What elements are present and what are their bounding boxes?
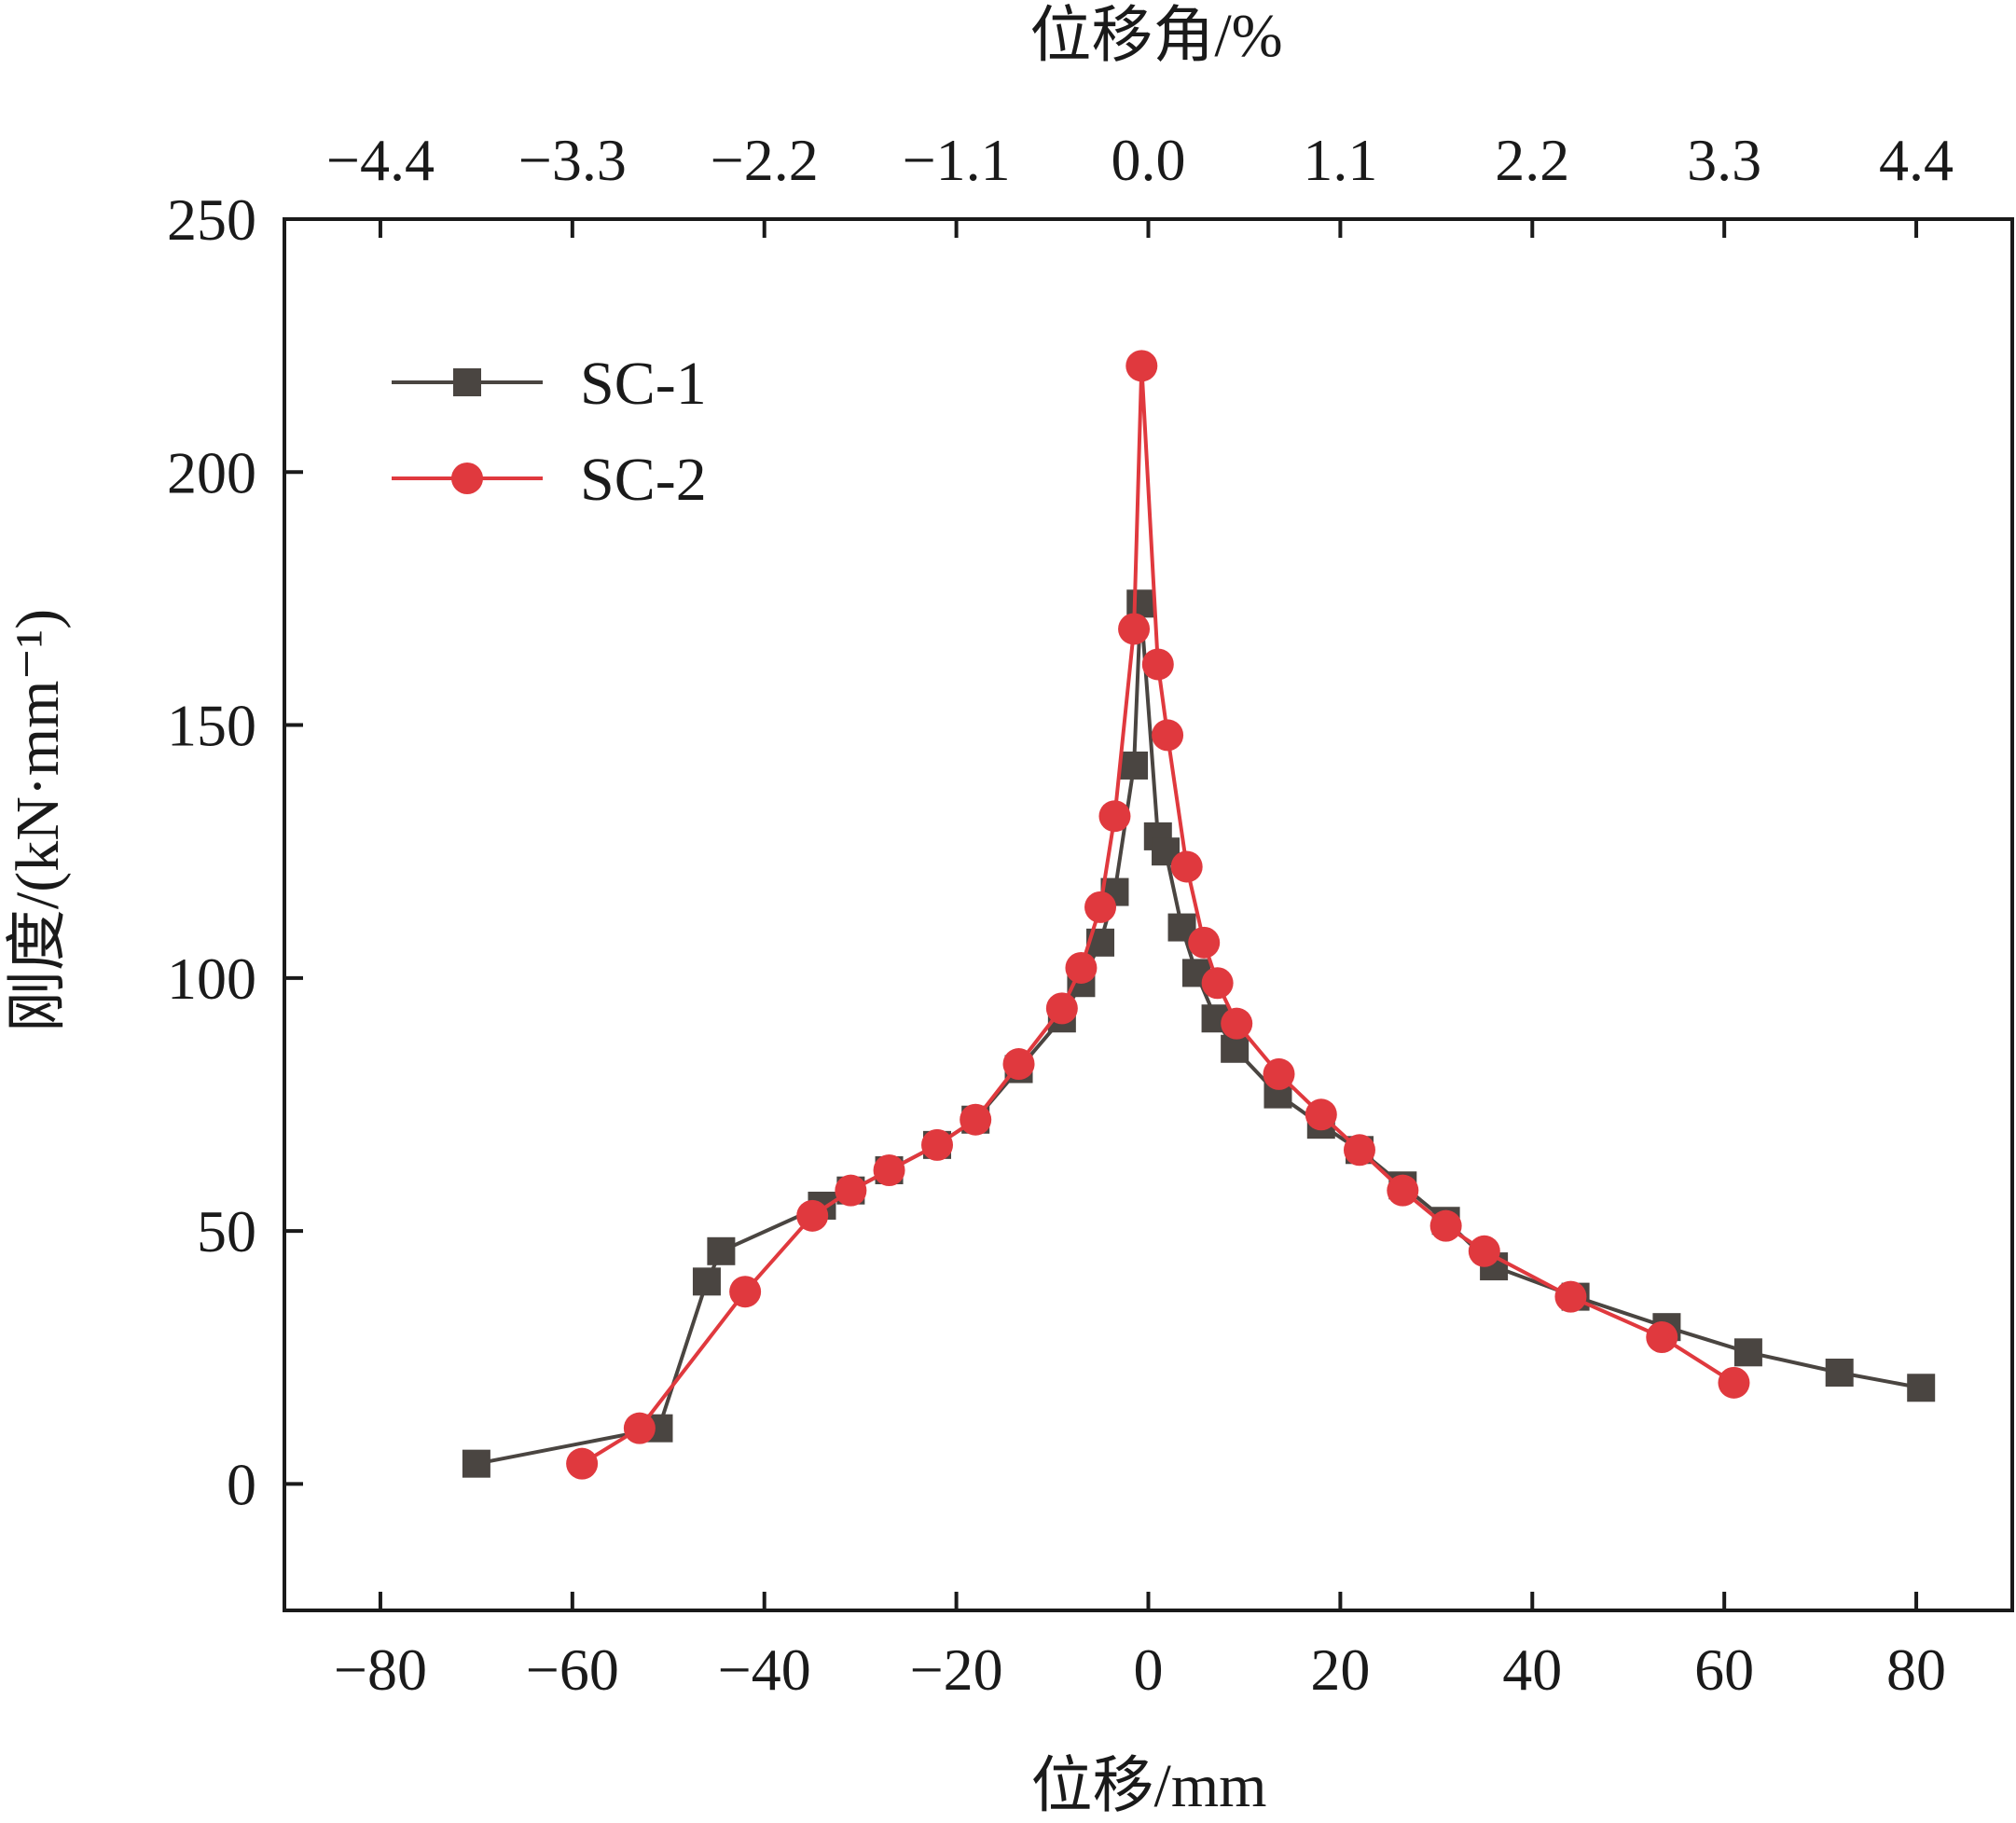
data-point [1152,719,1184,752]
data-point [1126,589,1155,618]
data-point [623,1412,656,1444]
data-point [707,1236,736,1265]
x-tick-label: 20 [1310,1637,1370,1703]
data-point [1125,350,1158,382]
x-tick-label: 80 [1886,1637,1946,1703]
x2-tick-label: 2.2 [1495,127,1569,193]
x-tick-label: 40 [1502,1637,1562,1703]
series-SC-1 [462,589,1936,1478]
x2-tick-label: 4.4 [1879,127,1954,193]
y-tick-label: 100 [167,946,256,1012]
top-x-axis-title: 位移角/% [1029,2,1282,70]
data-point [960,1103,992,1136]
data-point [1343,1134,1375,1167]
legend-label: SC-2 [580,446,707,514]
data-point [873,1153,905,1186]
x2-tick-label: −1.1 [903,127,1011,193]
data-point [1554,1280,1587,1313]
legend-marker [451,463,483,494]
x2-tick-label: −2.2 [711,127,819,193]
legend: SC-1 SC-2 [392,350,707,514]
y-tick-label: 200 [167,439,256,505]
x-tick-label: −80 [334,1637,427,1703]
x-tick-label: 60 [1694,1637,1754,1703]
data-point [692,1267,721,1296]
data-point [1118,613,1151,645]
data-point [1646,1321,1678,1354]
x2-tick-label: −3.3 [518,127,627,193]
data-point [1718,1366,1750,1399]
x-tick-label: −20 [910,1637,1003,1703]
data-point [796,1199,829,1232]
data-point [1263,1057,1295,1090]
y-tick-label: 50 [197,1198,256,1264]
y-axis-title: 刚度/(kN·mm⁻¹) [4,609,72,1032]
data-point [729,1276,762,1308]
data-point [1825,1359,1854,1388]
x-tick-label: −60 [526,1637,619,1703]
x-tick-label: 0 [1134,1637,1164,1703]
data-point [835,1174,867,1207]
plot-frame [283,217,2014,1612]
x2-tick-label: 3.3 [1687,127,1761,193]
data-point [462,1449,490,1478]
y-tick-label: 250 [167,186,256,253]
y-tick-label: 150 [167,693,256,759]
x-axis-title: 位移/mm [1030,1752,1266,1820]
axis-tick-labels: −80 −60 −40 −20 0 20 40 60 80 −4.4 −3.3 −2.2 −1.1 0.0… [167,127,1954,1703]
series-layer [462,350,1936,1480]
series-SC-2 [566,350,1750,1480]
data-point [1305,1098,1337,1131]
data-point [921,1128,954,1161]
data-point [1221,1034,1250,1063]
data-point [1084,891,1117,923]
series-line [476,601,1922,1466]
x2-tick-label: 1.1 [1303,127,1377,193]
data-point [1141,648,1174,681]
data-point [1468,1235,1500,1267]
data-point [1733,1338,1762,1367]
axis-ticks [284,217,1919,1610]
data-point [1098,800,1131,833]
legend-marker [453,368,481,396]
data-point [1002,1048,1035,1081]
legend-item: SC-1 [392,350,707,418]
data-point [1221,1007,1253,1040]
data-point [1907,1374,1936,1402]
data-point [1170,850,1203,883]
x-tick-label: −40 [718,1637,811,1703]
y-tick-label: 0 [227,1451,256,1517]
data-point [1201,967,1234,1000]
data-point [1429,1209,1462,1242]
data-point [1045,992,1078,1025]
data-point [1387,1174,1419,1207]
legend-label: SC-1 [580,350,707,418]
data-point [566,1447,599,1480]
x2-tick-label: 0.0 [1112,127,1186,193]
data-point [1188,926,1221,959]
data-point [1120,751,1149,780]
legend-item: SC-2 [392,446,707,514]
x2-tick-label: −4.4 [326,127,435,193]
data-point [1065,951,1098,984]
